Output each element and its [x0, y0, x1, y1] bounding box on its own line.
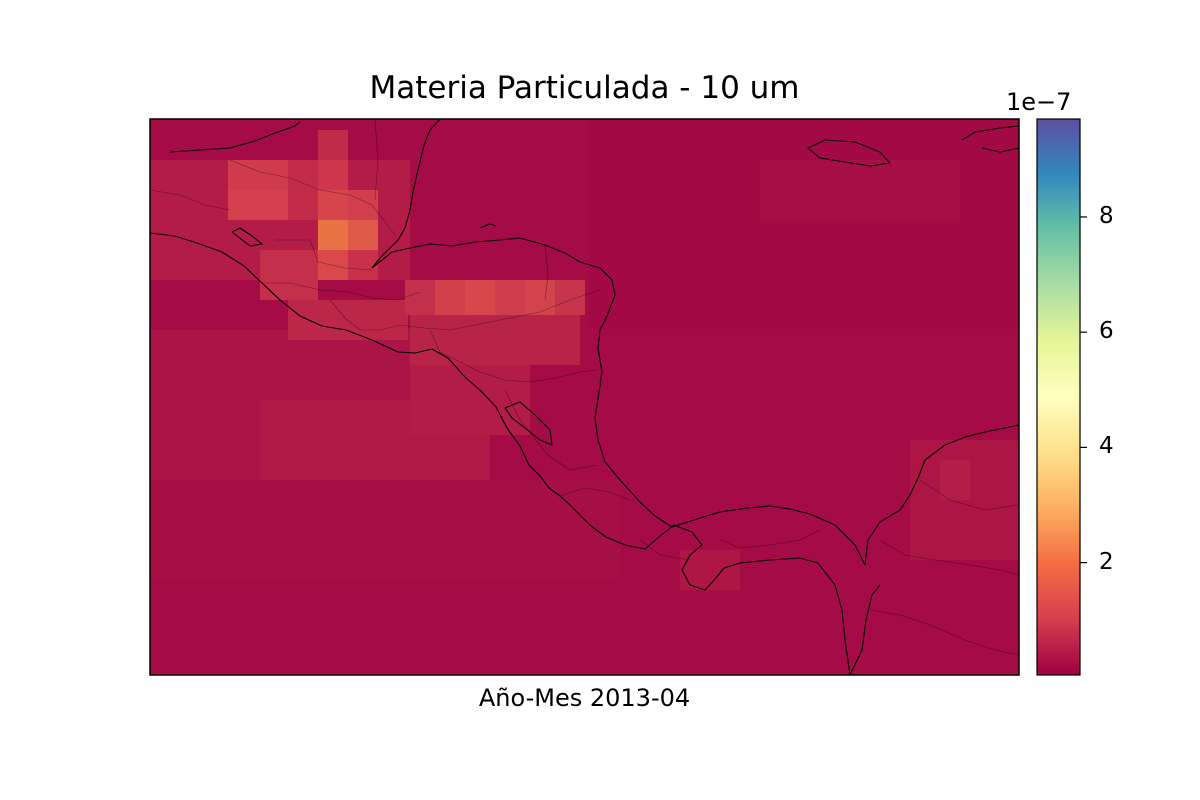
map-panel — [150, 119, 1019, 675]
colorbar-tick-label: 8 — [1099, 202, 1114, 229]
colorbar — [1036, 118, 1087, 676]
colorbar-tick-label: 6 — [1099, 318, 1114, 345]
coastlines — [150, 119, 1019, 675]
colorbar-exponent-label: 1e−7 — [1006, 88, 1072, 116]
admin-boundaries — [150, 119, 1019, 656]
chart-title: Materia Particulada - 10 um — [369, 70, 800, 106]
map-frame — [149, 118, 1020, 676]
colorbar-gradient — [1036, 118, 1081, 676]
x-axis-label: Año-Mes 2013-04 — [478, 684, 691, 712]
colorbar-tick-label: 2 — [1099, 548, 1114, 575]
pm10-raster — [150, 119, 1019, 590]
colorbar-ticks — [1080, 216, 1087, 564]
colorbar-tick-label: 4 — [1099, 433, 1114, 460]
